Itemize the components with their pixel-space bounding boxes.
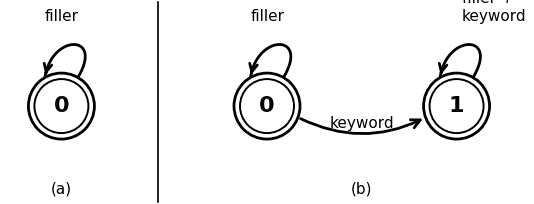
Text: filler +
keyword: filler + keyword (461, 0, 526, 24)
Text: filler: filler (45, 9, 79, 24)
Circle shape (28, 73, 95, 139)
Text: 1: 1 (449, 96, 465, 116)
Text: 0: 0 (259, 96, 275, 116)
Circle shape (234, 73, 300, 139)
Text: (a): (a) (51, 181, 72, 196)
Circle shape (423, 73, 490, 139)
Text: (b): (b) (351, 181, 373, 196)
Text: 0: 0 (53, 96, 69, 116)
Text: filler: filler (250, 9, 285, 24)
Text: keyword: keyword (329, 116, 394, 131)
